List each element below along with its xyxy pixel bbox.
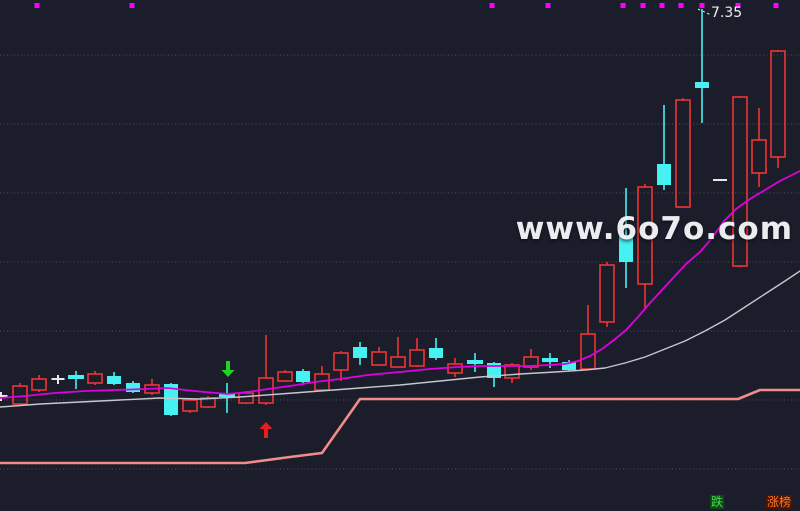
candle-up (31, 378, 47, 391)
candle-up (333, 352, 349, 371)
candle-up (523, 356, 539, 368)
candle-dash-white (713, 179, 727, 181)
candle-down (353, 347, 367, 358)
candle-down (695, 82, 709, 88)
candle-up (447, 363, 463, 374)
signal-marker (659, 3, 665, 8)
candle-up (182, 399, 198, 412)
candle-down (562, 362, 576, 370)
ticker-fall-label[interactable]: 跌 (710, 495, 725, 509)
candle-down (296, 371, 310, 382)
ma-fast-magenta (0, 170, 800, 399)
candle-up (371, 351, 387, 366)
signal-marker (129, 3, 135, 8)
ticker-rise-board-label[interactable]: 涨榜 (766, 495, 793, 509)
candle-up (732, 96, 748, 267)
signal-marker (735, 3, 741, 8)
top-signal-markers (34, 3, 779, 8)
sell-arrow-icon (221, 361, 235, 377)
candles (0, 9, 786, 416)
candle-doji-cyan (467, 360, 483, 364)
candle-doji-cyan (542, 358, 558, 362)
candle-down (429, 348, 443, 358)
candle-down (107, 376, 121, 384)
candle-up (409, 349, 425, 367)
candle-up (238, 392, 254, 404)
candle-down (126, 383, 140, 392)
candle-up (504, 364, 520, 379)
candle-up (599, 264, 615, 323)
support-salmon (0, 388, 800, 465)
candle-up (675, 99, 691, 208)
candle-up (770, 50, 786, 158)
signal-arrows (221, 361, 273, 438)
candle-up (751, 139, 767, 174)
price-annotation-label: 7.35 (711, 5, 743, 21)
signal-marker (773, 3, 779, 8)
signal-marker (640, 3, 646, 8)
candle-up (580, 333, 596, 370)
candle-up (277, 371, 293, 382)
candle-doji-cyan (68, 375, 84, 379)
signal-marker (489, 3, 495, 8)
candle-up (12, 385, 28, 405)
candle-up (637, 186, 653, 285)
signal-marker (34, 3, 40, 8)
overlay-lines (0, 170, 800, 465)
signal-marker (678, 3, 684, 8)
candle-down (657, 164, 671, 185)
candle-up (87, 373, 103, 384)
buy-arrow-icon (259, 422, 273, 438)
signal-marker (545, 3, 551, 8)
ma-slow-white (0, 270, 800, 408)
candle-doji-cyan (219, 393, 235, 397)
signal-marker (699, 3, 705, 8)
candle-down (619, 235, 633, 262)
gridlines (0, 54, 800, 470)
candle-up (390, 356, 406, 368)
candle-down (164, 384, 178, 415)
signal-marker (620, 3, 626, 8)
annotation-pointer (697, 8, 712, 16)
